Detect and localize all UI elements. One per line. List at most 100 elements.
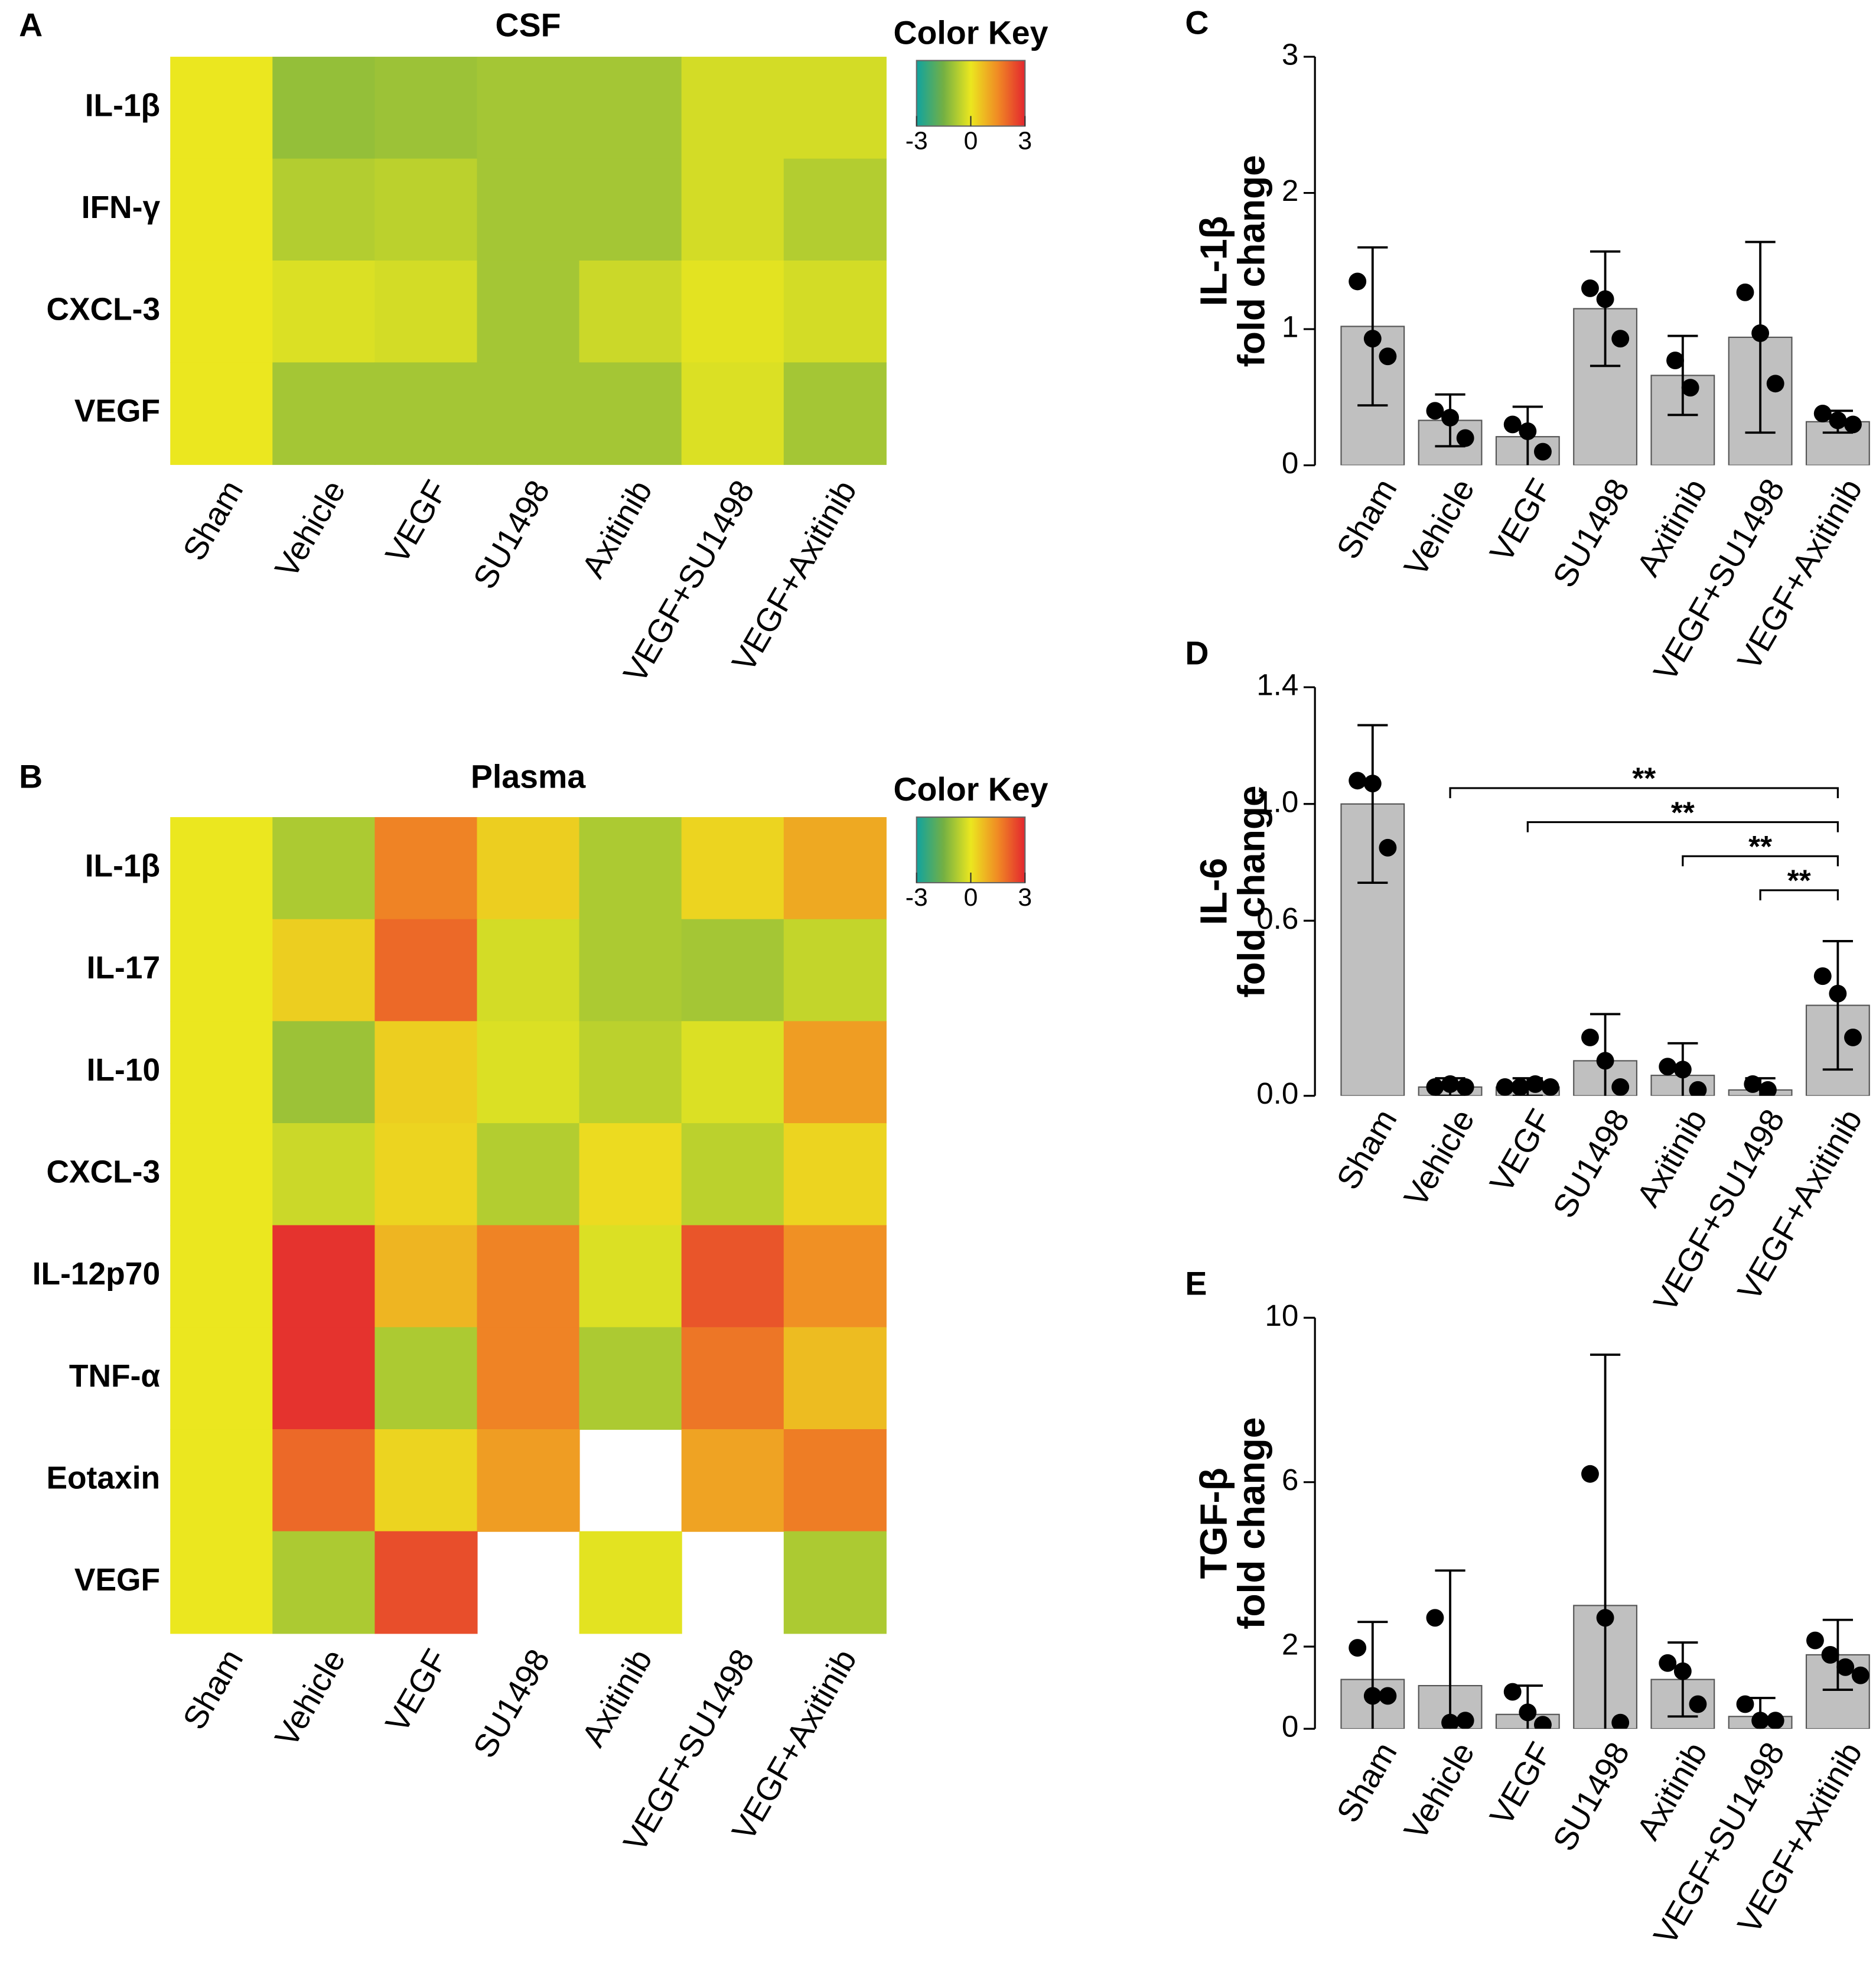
x-tick-label: Axitinib — [1630, 1736, 1714, 1846]
data-point — [1379, 838, 1397, 857]
heatmap-cell — [170, 158, 273, 262]
heatmap-cell — [783, 57, 887, 160]
heatmap-cell — [477, 57, 580, 160]
heatmap-cell — [477, 1021, 580, 1124]
column-label: VEGF — [378, 1643, 454, 1739]
heatmap-cell — [272, 919, 376, 1022]
heatmap-cell — [579, 1123, 682, 1226]
heatmap-cell — [374, 1327, 478, 1430]
data-point — [1751, 1712, 1770, 1729]
row-label: CXCL-3 — [46, 1154, 160, 1189]
heatmap-cell — [681, 1225, 784, 1328]
data-point — [1806, 1631, 1824, 1650]
data-point — [1526, 1075, 1545, 1093]
data-point — [1611, 1078, 1630, 1096]
plot-area — [1340, 1354, 1870, 1729]
data-point — [1851, 1666, 1870, 1684]
x-tick-label: Axitinib — [1630, 1103, 1714, 1213]
data-point — [1363, 330, 1382, 348]
y-axis-label: fold change — [1230, 155, 1273, 367]
heatmap-cell — [783, 260, 887, 363]
x-tick-label: VEGF — [1483, 1736, 1559, 1832]
heatmap-cell — [783, 1429, 887, 1532]
color-key-tick-label: 0 — [964, 883, 978, 912]
significance-bracket — [1759, 889, 1839, 900]
column-label: Vehicle — [268, 474, 352, 584]
data-point — [1441, 1713, 1459, 1729]
data-point — [1533, 443, 1552, 461]
heatmap-cell — [374, 1225, 478, 1328]
heatmap-cell — [579, 1225, 682, 1328]
data-point — [1813, 967, 1832, 985]
data-point — [1751, 324, 1770, 342]
heatmap-cell — [374, 1021, 478, 1124]
heatmap-title: Plasma — [471, 759, 586, 795]
data-point — [1673, 1662, 1692, 1680]
y-tick-label: 6 — [1282, 1463, 1299, 1497]
heatmap-cell — [477, 817, 580, 920]
heatmap-cell — [170, 1429, 273, 1532]
data-point — [1829, 411, 1847, 430]
row-label: IL-1β — [85, 88, 160, 123]
y-axis-label: TGF-β — [1193, 1468, 1235, 1579]
heatmap-cell — [374, 57, 478, 160]
x-tick-label: Sham — [1330, 1736, 1404, 1829]
color-key-tick-label: 3 — [1018, 126, 1032, 155]
data-point — [1496, 1078, 1514, 1096]
significance-label: ** — [1787, 864, 1811, 897]
x-tick-label: Sham — [1330, 473, 1404, 565]
y-axis-label: fold change — [1230, 785, 1273, 997]
heatmap-cell — [477, 1225, 580, 1328]
row-label: IL-10 — [87, 1053, 161, 1088]
heatmap-cell — [170, 1225, 273, 1328]
data-point — [1456, 429, 1474, 447]
heatmap-cell — [783, 817, 887, 920]
data-point — [1596, 1609, 1614, 1627]
x-tick-label: Sham — [1330, 1103, 1404, 1196]
heatmap-cell — [374, 158, 478, 262]
data-point — [1744, 1075, 1762, 1093]
data-point — [1441, 1075, 1460, 1093]
heatmap-cell — [272, 1531, 376, 1634]
heatmap-cell — [783, 1021, 887, 1124]
panel-label: D — [1185, 635, 1209, 671]
y-tick-label: 1 — [1282, 310, 1299, 344]
data-point — [1503, 415, 1522, 434]
x-tick-label: VEGF — [1483, 473, 1559, 568]
heatmap-cell — [477, 1429, 580, 1532]
x-tick-label: Vehicle — [1397, 473, 1481, 583]
heatmap-cell — [579, 260, 682, 363]
color-key-title: Color Key — [893, 14, 1048, 51]
data-point — [1829, 984, 1847, 1003]
y-tick-label: 0 — [1282, 446, 1299, 480]
data-point — [1611, 1713, 1630, 1729]
color-key-tick-label: -3 — [906, 126, 928, 155]
y-tick-label: 0 — [1282, 1710, 1299, 1743]
data-point — [1736, 283, 1754, 301]
row-label: IL-12p70 — [32, 1257, 160, 1292]
x-tick-label: VEGF — [1483, 1103, 1559, 1199]
heatmap-cell — [272, 1429, 376, 1532]
heatmap-cell — [477, 260, 580, 363]
heatmap-cell — [783, 158, 887, 262]
data-point — [1456, 1078, 1474, 1096]
color-key-tick-label: 3 — [1018, 883, 1032, 912]
heatmap-cell — [170, 817, 273, 920]
data-point — [1681, 379, 1699, 397]
heatmap-cell — [579, 57, 682, 160]
data-point — [1659, 1058, 1677, 1076]
heatmap-cell — [170, 57, 273, 160]
data-point — [1844, 415, 1862, 434]
heatmap-cell — [681, 1123, 784, 1226]
x-tick-label: Axitinib — [1630, 473, 1714, 583]
data-point — [1581, 279, 1599, 297]
heatmap-cell — [681, 57, 784, 160]
heatmap-cell — [681, 362, 784, 465]
heatmap-cell — [170, 1327, 273, 1430]
x-tick-label: Vehicle — [1397, 1736, 1481, 1846]
heatmap-cell — [477, 1327, 580, 1430]
column-label: SU1498 — [466, 474, 557, 595]
x-tick-label: Vehicle — [1397, 1103, 1481, 1213]
heatmap-cell — [374, 1123, 478, 1226]
data-point — [1813, 405, 1832, 422]
